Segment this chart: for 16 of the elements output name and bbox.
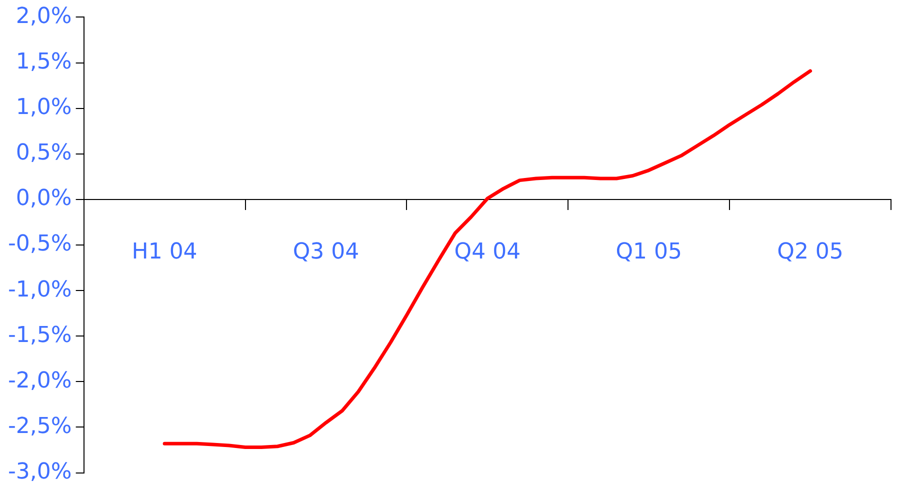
y-tick-label: 0,0%: [16, 186, 72, 212]
y-tick-label: -3,0%: [8, 460, 72, 485]
y-tick-label: 0,5%: [16, 140, 72, 166]
y-tick-label: -1,5%: [8, 322, 72, 348]
x-tick-label: Q4 04: [454, 239, 521, 264]
y-tick-label: -0,5%: [8, 232, 72, 257]
x-tick-label: Q2 05: [777, 239, 844, 264]
x-tick-label: Q1 05: [616, 239, 682, 264]
x-tick-label: Q3 04: [292, 239, 360, 264]
y-tick-label: 1,5%: [16, 49, 72, 74]
y-tick-label: 2,0%: [16, 4, 72, 29]
y-tick-label: 1,0%: [16, 95, 72, 120]
y-tick-label: -2,0%: [8, 368, 72, 394]
y-tick-label: -2,5%: [8, 414, 72, 439]
y-tick-label: -1,0%: [8, 277, 72, 302]
x-tick-label: H1 04: [132, 239, 198, 264]
